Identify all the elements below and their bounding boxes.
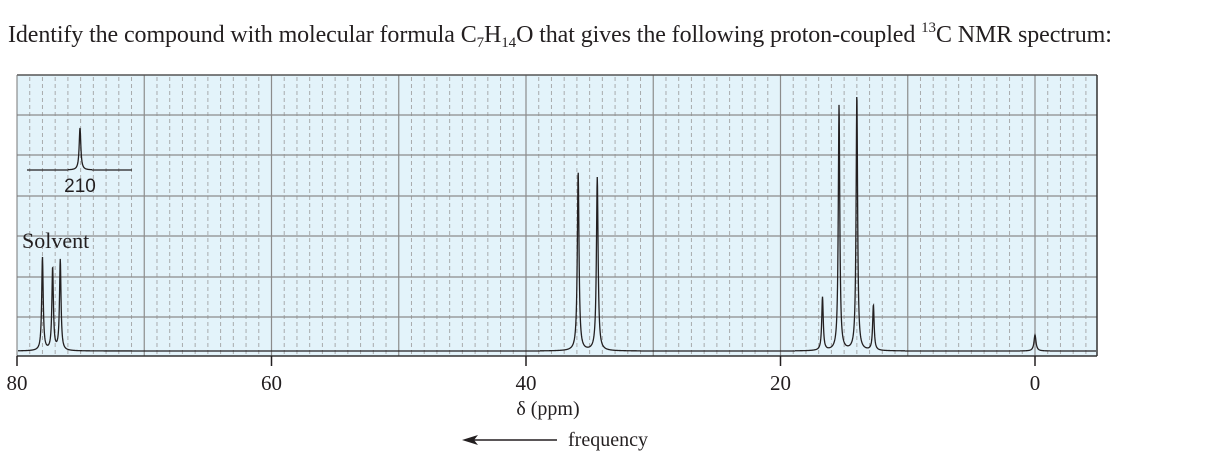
major-grid	[17, 75, 1097, 356]
subscript-7: 7	[476, 35, 485, 51]
plot-area	[17, 75, 1097, 356]
tms-peak-trace	[1019, 333, 1051, 352]
question-h: H	[484, 22, 502, 48]
x-tick-label: 0	[1030, 371, 1041, 395]
inset-label-210: 210	[64, 176, 96, 197]
frequency-arrow	[462, 435, 557, 445]
question-mid: O that gives the following proton-couple…	[516, 22, 922, 48]
arrow-left-icon	[462, 435, 478, 445]
x-axis-label: δ (ppm)	[516, 398, 579, 420]
x-tick-label: 40	[516, 371, 537, 395]
ch2-triplet-trace	[540, 172, 640, 352]
question-text: Identify the compound with molecular for…	[8, 20, 1112, 51]
spectrum-traces	[17, 96, 1096, 352]
solvent-triplet-trace	[17, 256, 145, 352]
superscript-13: 13	[921, 20, 936, 36]
ch3-quartet-trace	[795, 96, 905, 352]
frequency-label: frequency	[568, 429, 648, 451]
subscript-14: 14	[501, 35, 517, 51]
minor-grid	[29, 77, 1087, 356]
question-prefix: Identify the compound with molecular for…	[8, 22, 477, 48]
x-tick-label: 20	[770, 371, 791, 395]
inset-210-peak-trace	[67, 127, 93, 171]
x-axis-ticks: 80 60 40 20 0	[7, 356, 1041, 395]
x-tick-label: 60	[261, 371, 282, 395]
question-suffix: C NMR spectrum:	[935, 22, 1112, 48]
solvent-label: Solvent	[22, 228, 89, 253]
x-tick-label: 80	[7, 371, 28, 395]
